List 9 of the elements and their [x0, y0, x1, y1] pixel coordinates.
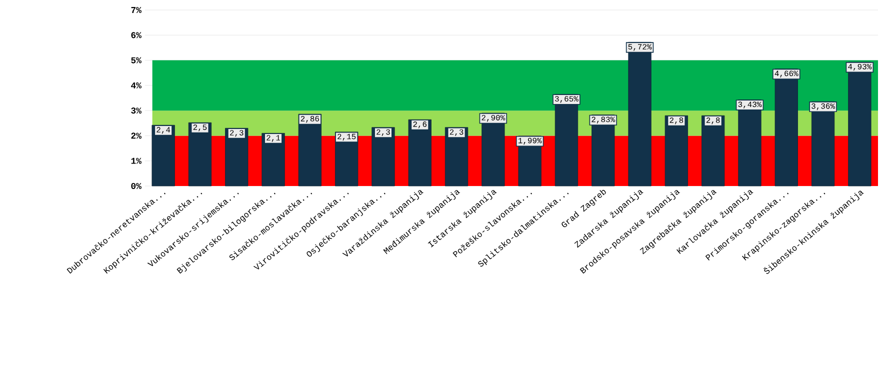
y-tick-label: 7%: [131, 7, 142, 13]
y-tick-label: 4%: [131, 82, 142, 88]
y-tick-label: 2%: [131, 132, 142, 139]
y-tick-label: 3%: [131, 108, 142, 114]
y-tick-label: 1%: [131, 158, 142, 164]
bar: [774, 68, 798, 186]
y-tick-label: 0%: [131, 182, 142, 190]
y-tick-label: 6%: [131, 32, 142, 38]
y-tick-label: 5%: [131, 57, 142, 64]
